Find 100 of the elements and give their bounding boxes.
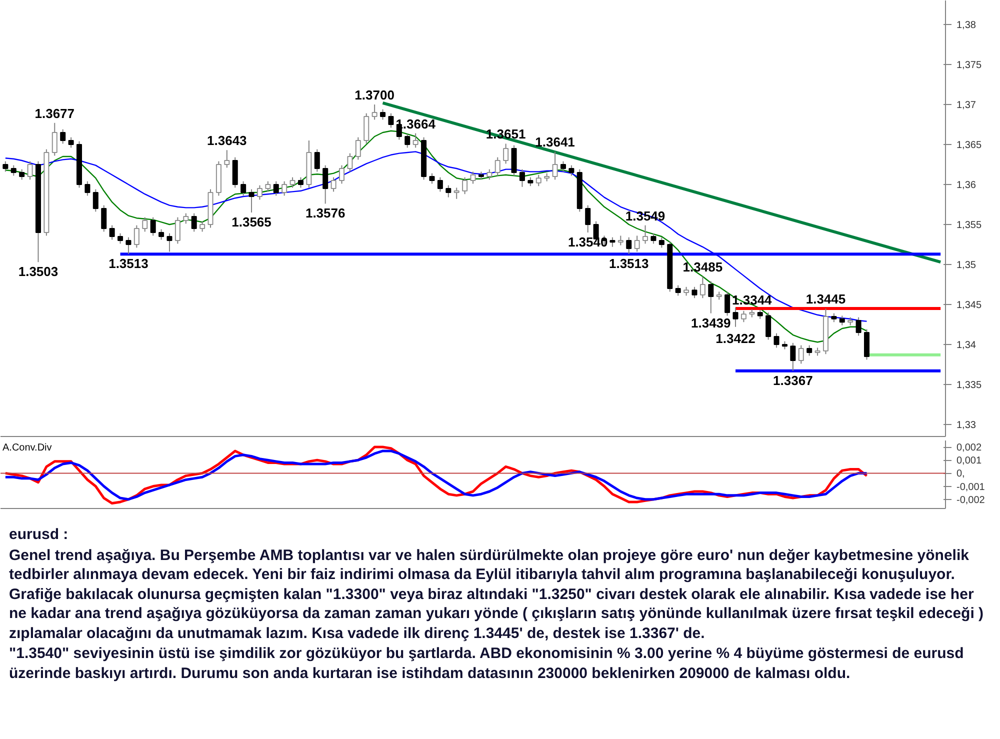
candlestick (60, 128, 66, 144)
candlestick (68, 136, 74, 148)
y-tick-label: 1,34 (956, 340, 976, 351)
candlestick (84, 180, 90, 196)
annotation: 1.3513 (608, 256, 649, 272)
annotation: 1.3643 (207, 133, 247, 148)
y-tick-label: 1,365 (956, 140, 982, 151)
annotation: 1.3576 (305, 206, 346, 221)
candlestick (364, 112, 370, 144)
annotation: 1.3700 (354, 88, 394, 102)
candlestick (314, 148, 320, 172)
y-tick-label: 1,35 (956, 260, 976, 271)
candlestick (519, 168, 525, 188)
candlestick (798, 344, 804, 364)
annotation: 1.3565 (232, 214, 272, 230)
annotation: 1.3513 (108, 256, 148, 272)
annotation: 1.3677 (34, 106, 75, 121)
candlestick (224, 150, 230, 168)
candlestick (774, 332, 780, 348)
candlestick (740, 310, 746, 323)
y-tick-label: 1,345 (956, 300, 982, 311)
candlestick (248, 188, 254, 213)
candlestick (650, 232, 656, 244)
candlestick (494, 156, 500, 176)
candlestick (536, 174, 542, 187)
candlestick (240, 180, 246, 196)
candlestick (380, 108, 386, 120)
candlestick (486, 168, 492, 180)
candlestick (454, 187, 460, 200)
annotation: 1.3367 (773, 372, 813, 388)
candlestick (462, 176, 468, 195)
candlestick (437, 176, 443, 192)
annotation: 1.3503 (18, 264, 58, 280)
candlestick (552, 151, 558, 180)
candlestick (10, 164, 16, 176)
chart-title: A.Conv.Div (2, 442, 52, 454)
y-tick-label: 0,001 (956, 456, 982, 467)
candlestick (158, 228, 164, 240)
candlestick (626, 236, 632, 255)
candlestick (265, 180, 271, 192)
candlestick (864, 328, 870, 360)
y-tick-label: 0, (956, 468, 965, 480)
candlestick (839, 315, 845, 326)
candlestick (642, 224, 648, 244)
candlestick (232, 156, 238, 188)
candlestick (732, 307, 738, 328)
candlestick (610, 236, 616, 248)
candlestick (355, 136, 361, 160)
candlestick (692, 286, 698, 299)
candlestick (109, 224, 115, 240)
y-tick-label: 1,37 (956, 100, 976, 111)
candlestick (806, 344, 812, 356)
candlestick (191, 212, 197, 232)
candlestick (724, 291, 730, 316)
candlestick (585, 204, 591, 233)
candlestick (503, 143, 509, 164)
candlestick (511, 144, 517, 176)
candlestick (166, 232, 172, 252)
candlestick (708, 280, 714, 314)
y-tick-label: 0,002 (956, 442, 982, 454)
y-tick-label: -0,001 (956, 482, 986, 493)
candlestick (27, 160, 33, 180)
y-tick-label: 1,36 (956, 180, 976, 191)
y-tick-label: 1,335 (956, 380, 982, 391)
candlestick (856, 316, 862, 336)
candlestick (118, 232, 124, 244)
annotation: 1.3439 (691, 315, 731, 330)
candlestick (675, 284, 681, 296)
candlestick (634, 235, 640, 252)
y-tick-label: 1,33 (956, 420, 976, 431)
candlestick (126, 236, 132, 255)
candlestick (52, 122, 58, 156)
text: "1.3540" seviyesinin üstü ise şimdilik zor gözüküyor bu şartlarda. ABD ekonomisinin % 3.00 yerine % 4 büyüme göstermesi de eurusd üzerinde baskıyı artırdı. Durumu son anda kurtaran ise istihdam datasının 230000 beklenirken 209000 de kalması oldu. (9, 644, 965, 683)
candlestick (134, 224, 140, 248)
candlestick (2, 160, 8, 172)
candlestick (338, 164, 345, 184)
candlestick (174, 216, 180, 244)
candlestick (256, 184, 262, 200)
text: eurusd : (9, 525, 70, 544)
candlestick (183, 212, 189, 224)
candlestick (142, 216, 148, 232)
candlestick (560, 160, 566, 172)
candlestick (658, 236, 664, 248)
candlestick (790, 342, 796, 372)
candlestick (412, 132, 418, 148)
y-tick-label: -0,002 (956, 494, 986, 506)
candlestick (273, 180, 279, 196)
candlestick (568, 164, 574, 176)
candlestick (372, 104, 378, 120)
candlestick (388, 112, 394, 128)
candlestick (150, 216, 156, 236)
y-tick-label: 1,355 (956, 220, 982, 231)
candlestick (290, 176, 296, 188)
candlestick (700, 276, 706, 299)
candlestick (330, 176, 336, 192)
annotation: 1.3641 (535, 134, 575, 150)
y-tick-label: 1,38 (956, 20, 976, 31)
candlestick (618, 235, 624, 246)
text: Genel trend aşağıya. Bu Perşembe AMB toplantısı var ve halen sürdürülmekte olan projeye göre euro' nun değer kaybetmesine yönelik tedbirler alınmaya devam edecek. Yeni bir faiz indirimi olmasa da Eylül itibarıyla tahvil alım programına başlanabileceği konuşuluyor. Grafiğe bakılacak olunursa geçmişten kalan "1.3300" veya biraz altındaki "1.3250" civarı destek olarak ele alınabilir. Kısa vadede ise her ne kadar ana trend aşağıya gözüküyorsa da zaman zaman yukarı yönde ( çıkışların satış yönünde kullanılmak üzere fırsat teşkil edeceği ) zıplamalar olacağını da unutmamak lazım. Kısa vadede ilk direnç 1.3445' de, destek ise 1.3367' de. (9, 546, 985, 643)
annotation: 1.3422 (716, 330, 756, 346)
